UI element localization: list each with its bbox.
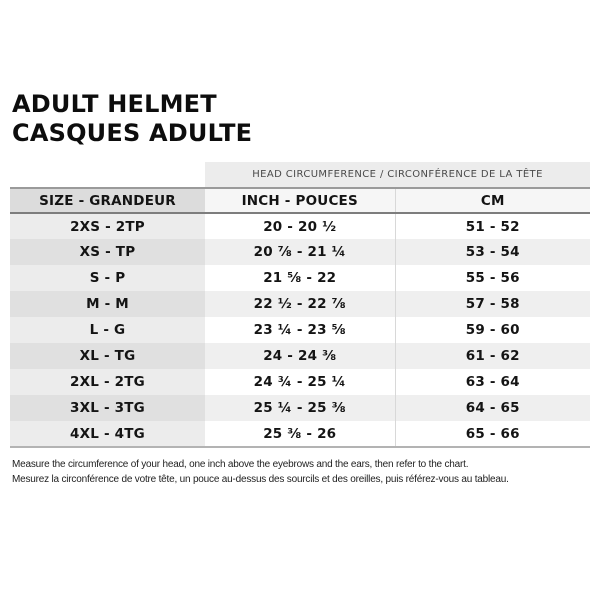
cell-inch: 23 ¼ - 23 ⅝ [205,317,395,343]
footer-note-en: Measure the circumference of your head, … [12,459,469,470]
page-title-fr: CASQUES ADULTE [12,119,253,147]
table-row: XS - TP 20 ⅞ - 21 ¼ 53 - 54 [10,239,590,265]
cell-size: M - M [10,291,205,317]
header-size-grandeur: SIZE - GRANDEUR [10,188,205,214]
table-row: 4XL - 4TG 25 ⅜ - 26 65 - 66 [10,421,590,447]
footer-note: Measure the circumference of your head, … [12,457,509,487]
cell-inch: 25 ¼ - 25 ⅜ [205,395,395,421]
cell-cm: 65 - 66 [394,421,590,447]
size-table: SIZE - GRANDEUR INCH - POUCES CM 2XS - 2… [10,187,590,448]
cell-size: 2XL - 2TG [10,369,205,395]
table-row: M - M 22 ½ - 22 ⅞ 57 - 58 [10,291,590,317]
cell-cm: 63 - 64 [394,369,590,395]
cell-cm: 57 - 58 [394,291,590,317]
cell-inch: 25 ⅜ - 26 [205,421,395,447]
cell-inch: 24 ¾ - 25 ¼ [205,369,395,395]
cell-size: 3XL - 3TG [10,395,205,421]
cell-cm: 64 - 65 [394,395,590,421]
cell-cm: 55 - 56 [394,265,590,291]
footer-note-fr: Mesurez la circonférence de votre tête, … [12,474,509,485]
cell-inch: 20 - 20 ½ [205,213,395,239]
cell-size: L - G [10,317,205,343]
table-row: 3XL - 3TG 25 ¼ - 25 ⅜ 64 - 65 [10,395,590,421]
cell-inch: 21 ⅝ - 22 [205,265,395,291]
page-title-en: ADULT HELMET [12,90,217,118]
cell-size: S - P [10,265,205,291]
size-chart: HEAD CIRCUMFERENCE / CIRCONFÉRENCE DE LA… [10,162,590,448]
size-table-body: 2XS - 2TP 20 - 20 ½ 51 - 52 XS - TP 20 ⅞ - 2… [10,213,590,447]
cell-inch: 20 ⅞ - 21 ¼ [205,239,395,265]
page-title: ADULT HELMET CASQUES ADULTE [12,90,252,148]
cell-size: XS - TP [10,239,205,265]
cell-size: 4XL - 4TG [10,421,205,447]
cell-inch: 24 - 24 ⅜ [205,343,395,369]
cell-cm: 61 - 62 [394,343,590,369]
cell-cm: 51 - 52 [394,213,590,239]
cell-cm: 59 - 60 [394,317,590,343]
header-inch-pouces: INCH - POUCES [205,188,395,214]
table-row: L - G 23 ¼ - 23 ⅝ 59 - 60 [10,317,590,343]
header-cm: CM [394,188,590,214]
table-row: 2XS - 2TP 20 - 20 ½ 51 - 52 [10,213,590,239]
cell-cm: 53 - 54 [394,239,590,265]
cell-size: 2XS - 2TP [10,213,205,239]
table-header-row: SIZE - GRANDEUR INCH - POUCES CM [10,188,590,214]
table-row: 2XL - 2TG 24 ¾ - 25 ¼ 63 - 64 [10,369,590,395]
head-circumference-banner: HEAD CIRCUMFERENCE / CIRCONFÉRENCE DE LA… [205,162,590,187]
cell-inch: 22 ½ - 22 ⅞ [205,291,395,317]
table-row: XL - TG 24 - 24 ⅜ 61 - 62 [10,343,590,369]
table-row: S - P 21 ⅝ - 22 55 - 56 [10,265,590,291]
cell-size: XL - TG [10,343,205,369]
